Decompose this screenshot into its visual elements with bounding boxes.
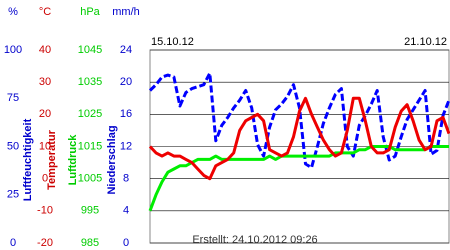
y-tick-label: 30 [39, 76, 51, 88]
y-tick-label: 10 [39, 140, 51, 152]
axis-title: Luftdruck [67, 134, 79, 186]
y-tick-label: 0 [10, 237, 16, 249]
data-line [148, 145, 449, 212]
x-end-label: 21.10.12 [404, 36, 447, 48]
axis-unit: °C [39, 6, 51, 18]
y-tick-label: 1045 [78, 44, 102, 56]
axis-unit: hPa [80, 6, 100, 18]
y-tick-label: 1005 [78, 173, 102, 185]
y-tick-label: 985 [81, 237, 99, 249]
axis-unit: % [8, 6, 18, 18]
y-tick-label: 995 [81, 205, 99, 217]
y-tick-label: -10 [37, 205, 53, 217]
y-tick-label: 25 [7, 189, 19, 201]
y-tick-label: 4 [123, 205, 129, 217]
y-tick-label: 8 [123, 173, 129, 185]
y-tick-label: 24 [120, 44, 132, 56]
axis-title: Luftfeuchtigkeit [22, 118, 34, 201]
footer: Erstellt: 24.10.2012 09:26 [192, 234, 317, 246]
y-tick-label: 50 [7, 140, 19, 152]
axis-title: Niederschlag [106, 125, 118, 194]
y-tick-label: 20 [39, 108, 51, 120]
y-tick-label: 100 [4, 44, 22, 56]
data-line [148, 96, 450, 181]
y-tick-label: 1025 [78, 108, 102, 120]
axis-title: Temperatur [46, 129, 58, 189]
y-tick-label: -20 [37, 237, 53, 249]
y-tick-label: 16 [120, 108, 132, 120]
y-tick-label: 12 [120, 140, 132, 152]
y-tick-label: 75 [7, 92, 19, 104]
y-tick-label: 40 [39, 44, 51, 56]
y-tick-label: 0 [42, 173, 48, 185]
y-tick-label: 1015 [78, 140, 102, 152]
y-tick-label: 1035 [78, 76, 102, 88]
y-tick-label: 0 [123, 237, 129, 249]
y-tick-label: 20 [120, 76, 132, 88]
x-start-label: 15.10.12 [151, 36, 194, 48]
axis-unit: mm/h [112, 6, 140, 18]
